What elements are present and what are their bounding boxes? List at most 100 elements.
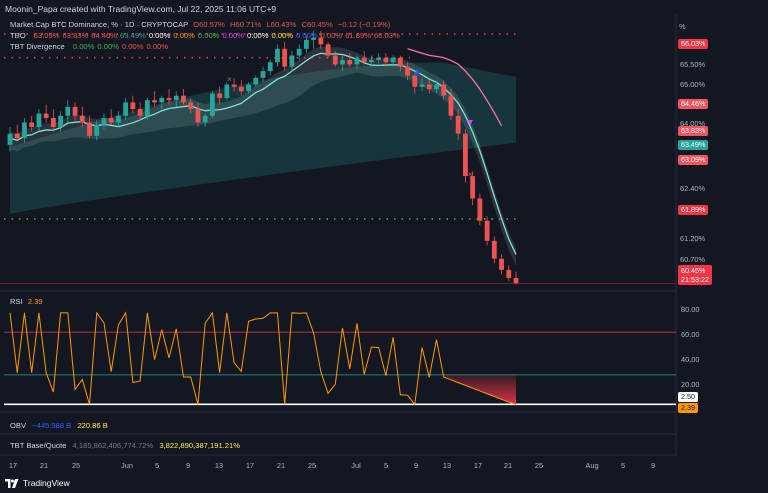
candle-body [22,122,27,139]
x-tick: 13 [214,461,224,470]
candle-body [123,102,129,116]
tbt-divergence-label: TBT Divergence [10,42,65,51]
brand-name: TradingView [23,478,70,488]
rsi-value: 2.39 [27,297,43,306]
x-tick: 9 [185,461,191,470]
candle-body [43,113,49,119]
signal-triangle-icon [414,69,420,74]
candle-body [506,269,512,278]
candle-body [484,220,490,241]
candle-body [231,84,237,87]
candle-body [181,95,186,103]
candle-body [340,59,345,65]
candle-body [419,84,425,87]
candle-body [289,55,295,67]
change-value: −0.12 (−0.19%) [337,20,391,29]
main-legend: Market Cap BTC Dominance, % · 1D · CRYPT… [10,20,390,29]
candle-body [275,48,280,63]
candle-body [347,59,353,65]
level-tag-64-46: 64.46% [678,99,709,109]
tbo-cloud [10,62,516,215]
x-tick: 5 [154,461,160,470]
candle-body [14,133,20,139]
obv-value-2: 220.86 B [77,421,108,430]
rsi-label: RSI [10,297,23,306]
candle-body [397,57,403,67]
tbo-slow-line [407,48,503,127]
sell-cross-icon: × [468,170,473,179]
candle-body [217,93,223,98]
obv-legend[interactable]: OBV −445.988 B 220.86 B [10,421,108,430]
candle-body [354,57,360,65]
x-tick: 9 [650,461,656,470]
tbo-value: 0.00% [320,31,343,40]
candle-body [318,37,324,45]
tradingview-logo-icon [5,478,19,488]
rsi-tag-high: 2.50 [678,392,698,402]
candle-body [513,277,519,284]
candle-body [361,57,367,63]
candle-body [50,118,56,127]
axis-unit: % [679,22,686,31]
tbt-legend[interactable]: TBT Base/Quote 4,185,862,406,774.72% 3,8… [10,441,240,450]
candle-body [455,115,461,134]
candle-body [224,84,230,98]
tbt-divergence-value: 0.00% [72,42,95,51]
candle-body [152,100,157,103]
candle-body [499,258,504,270]
tbo-value: 64.46% [91,31,118,40]
divergence-triangle-icon [467,120,473,125]
x-tick: Aug [585,461,599,470]
tbt-divergence-legend[interactable]: TBT Divergence 0.00% 0.00% 0.00% 0.00% [10,42,168,51]
x-tick: 25 [534,461,544,470]
x-tick: Jun [121,461,133,470]
x-tick: 25 [307,461,317,470]
y-tick: 65.50% [680,60,706,69]
candle-body [376,57,382,60]
rsi-tick: 20.00 [681,380,700,389]
candle-body [303,39,309,49]
tbt-value-1: 4,185,862,406,774.72% [72,441,154,450]
candle-body [448,95,454,116]
candle-body [144,100,150,116]
y-tick: 60.70% [680,255,706,264]
tbo-value: 0.00% [148,31,171,40]
candle-body [173,95,179,101]
candle-body [426,84,432,89]
rsi-legend[interactable]: RSI 2.39 [10,297,43,306]
candle-body [282,48,288,67]
x-tick: 5 [620,461,626,470]
x-tick: 9 [413,461,419,470]
candle-body [130,102,136,110]
candle-body [369,59,374,63]
candle-body [390,57,396,63]
time-axis[interactable]: 17 21 25 Jun 5 9 13 17 21 25 Jul 5 9 13 17 21 25 Aug 5 9 [0,461,676,471]
symbol-label[interactable]: Market Cap BTC Dominance, % · 1D · CRYPT… [10,20,189,29]
candle-body [434,84,439,89]
obv-value-1: −445.988 B [32,421,72,430]
tbt-label: TBT Base/Quote [10,441,67,450]
candle-body [325,44,331,56]
tbo-legend[interactable]: TBO 63.09% 63.83% 64.46% 63.49% 0.00% 0.00% 0.… [10,31,400,40]
candle-body [87,122,92,136]
footer-brand: TradingView [5,478,70,488]
candle-body [412,75,418,87]
level-tag-63-83: 63.83% [678,126,709,136]
candle-body [94,124,100,136]
candle-body [260,71,266,78]
candle-body [7,133,13,145]
high-value: H60.71% [230,20,262,29]
tbt-divergence-value: 0.00% [146,42,169,51]
rsi-tick: 40.00 [681,355,700,364]
rsi-line [9,311,517,406]
rsi-tick: 60.00 [681,330,700,339]
tbo-value: 0.00% [173,31,195,40]
candle-body [477,198,483,221]
tbt-value-2: 3,822,890,387,191.21% [159,441,240,450]
candle-body [405,66,410,76]
y-tick: 62.40% [680,184,706,193]
candle-body [29,122,35,127]
candle-body [195,109,201,123]
